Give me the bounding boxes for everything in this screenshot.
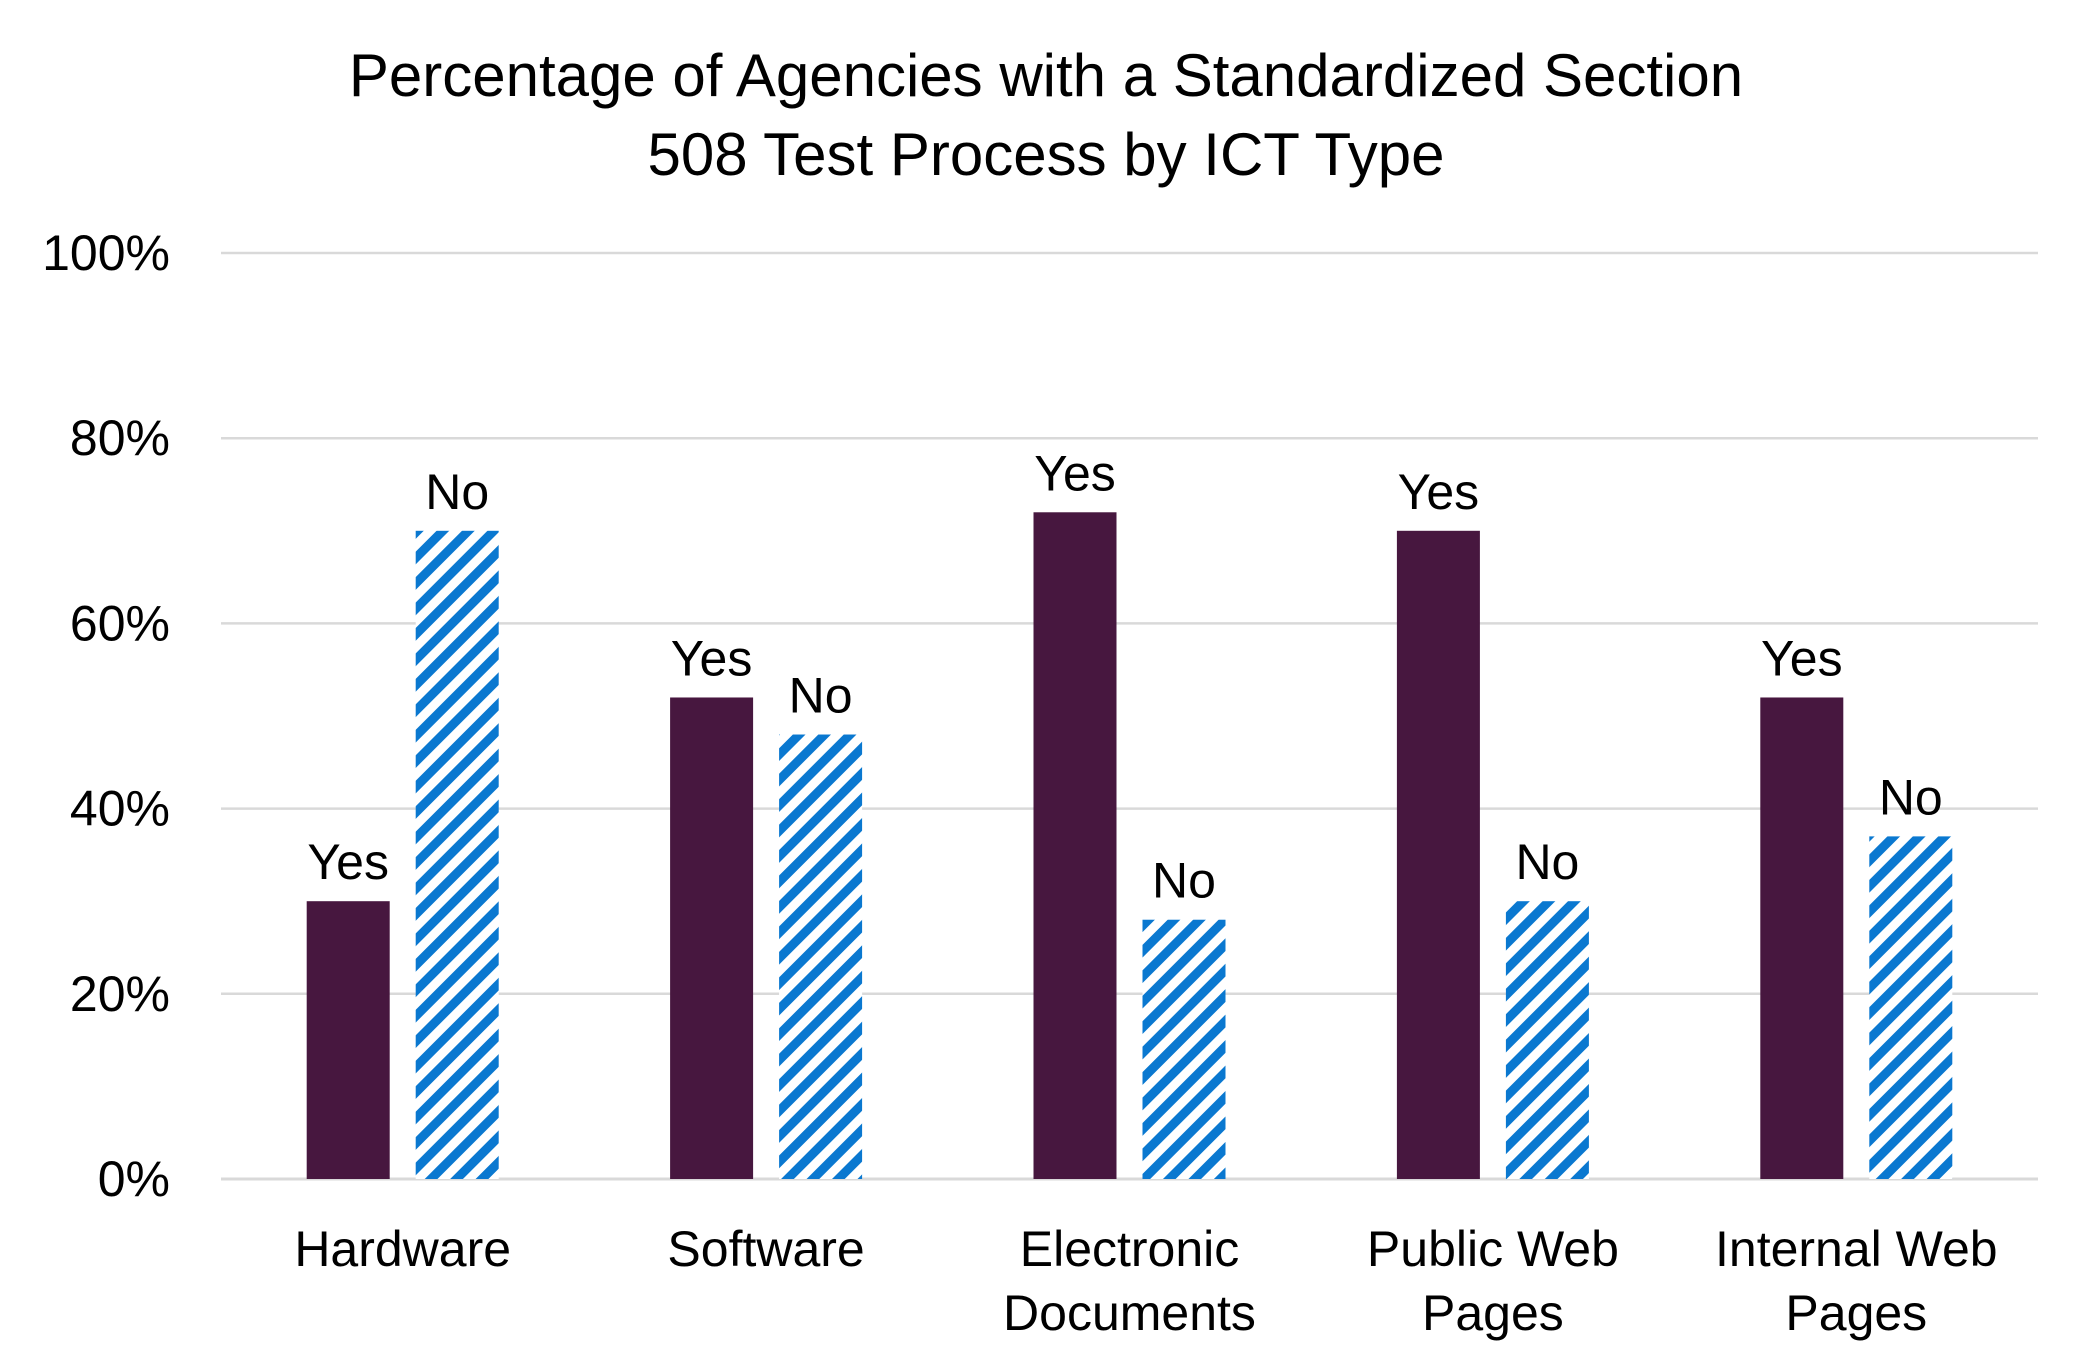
- x-category-label: Documents: [1003, 1285, 1256, 1341]
- data-label: No: [1152, 853, 1216, 909]
- data-label: Yes: [1761, 630, 1843, 686]
- x-category-label: Pages: [1785, 1285, 1927, 1341]
- data-label: No: [1515, 834, 1579, 890]
- data-label: Yes: [671, 630, 753, 686]
- y-tick-label: 100%: [42, 225, 170, 281]
- x-category-label: Hardware: [294, 1221, 511, 1277]
- bar-no: [779, 734, 863, 1179]
- data-label: Yes: [1398, 464, 1480, 520]
- x-category-label: Internal Web: [1715, 1221, 1998, 1277]
- data-label: Yes: [307, 834, 389, 890]
- y-tick-label: 40%: [70, 781, 170, 837]
- chart-title-line-1: Percentage of Agencies with a Standardiz…: [349, 42, 1743, 109]
- bar-yes: [1033, 512, 1117, 1179]
- chart-title-line-2: 508 Test Process by ICT Type: [647, 121, 1444, 188]
- bar-yes: [1760, 697, 1844, 1179]
- bar-yes: [306, 901, 390, 1179]
- bar-no: [415, 530, 499, 1179]
- x-category-label: Public Web: [1367, 1221, 1619, 1277]
- data-label: Yes: [1034, 445, 1116, 501]
- bar-no: [1869, 836, 1953, 1179]
- bar-yes: [670, 697, 754, 1179]
- x-category-label: Software: [667, 1221, 864, 1277]
- data-label: No: [1879, 769, 1943, 825]
- y-tick-label: 20%: [70, 966, 170, 1022]
- y-tick-label: 60%: [70, 595, 170, 651]
- x-category-label: Electronic: [1020, 1221, 1240, 1277]
- x-category-label: Pages: [1422, 1285, 1564, 1341]
- y-tick-label: 80%: [70, 410, 170, 466]
- data-label: No: [789, 668, 853, 724]
- bar-yes: [1396, 530, 1480, 1179]
- y-tick-label: 0%: [98, 1151, 170, 1207]
- bar-no: [1142, 919, 1226, 1179]
- bar-no: [1505, 901, 1589, 1179]
- data-label: No: [425, 464, 489, 520]
